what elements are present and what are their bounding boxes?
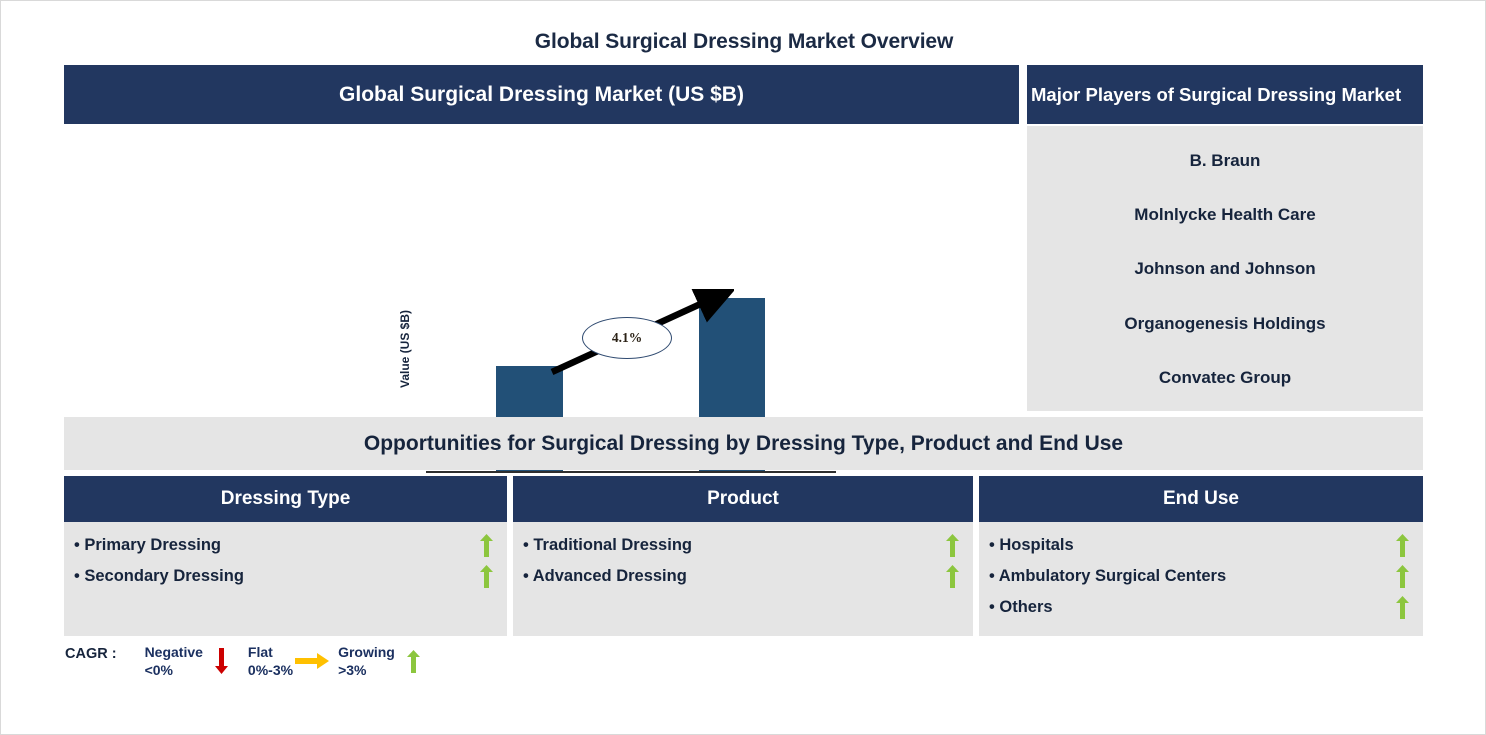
column-header-label: End Use: [1162, 488, 1240, 509]
column-body: • Traditional Dressing • Advanced Dressi…: [513, 522, 973, 636]
arrow-down-red-icon: [215, 648, 229, 674]
list-item: • Advanced Dressing: [523, 561, 959, 592]
players-panel-header: Major Players of Surgical Dressing Marke…: [1027, 65, 1423, 124]
page-title: Global Surgical Dressing Market Overview: [534, 30, 954, 53]
list-item: • Secondary Dressing: [74, 561, 493, 592]
players-panel-header-label: Major Players of Surgical Dressing Marke…: [1031, 83, 1402, 105]
list-item: • Ambulatory Surgical Centers: [989, 561, 1409, 592]
list-item-label: • Advanced Dressing: [523, 567, 687, 585]
legend-entry-text: Negative <0%: [145, 643, 203, 679]
column-header: Dressing Type: [64, 476, 507, 522]
arrow-up-green-icon: [480, 565, 493, 588]
legend-label: Negative: [144, 644, 203, 660]
list-item: B. Braun: [1189, 151, 1261, 171]
arrow-up-green-icon: [946, 534, 959, 557]
legend-icon-slot: [203, 643, 241, 679]
opportunity-column-dressing-type: Dressing Type • Primary Dressing • Secon…: [64, 476, 507, 636]
arrow-up-green-icon: [1396, 565, 1409, 588]
players-list: B. Braun Molnlycke Health Care Johnson a…: [1027, 126, 1423, 411]
legend-entry-flat: Flat 0%-3%: [248, 643, 331, 679]
cagr-bubble: 4.1%: [582, 317, 672, 359]
arrow-up-green-icon: [946, 565, 959, 588]
chart-panel-header-label: Global Surgical Dressing Market (US $B): [339, 82, 744, 106]
list-item: • Primary Dressing: [74, 530, 493, 561]
list-item: • Traditional Dressing: [523, 530, 959, 561]
y-axis-label-text: Value (US $B): [398, 309, 412, 389]
arrow-up-green-icon: [407, 649, 421, 673]
list-item-label: • Secondary Dressing: [74, 567, 244, 585]
arrow-up-green-icon: [1396, 596, 1409, 619]
cagr-legend-title: CAGR :: [65, 646, 117, 662]
legend-entry-negative: Negative <0%: [145, 643, 241, 679]
list-item-label: • Hospitals: [989, 536, 1074, 554]
column-header: Product: [513, 476, 973, 522]
list-item: • Hospitals: [989, 530, 1409, 561]
legend-range: 0%-3%: [247, 662, 294, 678]
list-item-label: • Others: [989, 598, 1053, 616]
arrow-up-green-icon: [480, 534, 493, 557]
list-item-label: • Ambulatory Surgical Centers: [989, 567, 1227, 585]
chart-panel-header: Global Surgical Dressing Market (US $B): [64, 65, 1019, 124]
legend-range: >3%: [338, 662, 367, 678]
legend-label: Flat: [247, 644, 273, 660]
column-header: End Use: [979, 476, 1423, 522]
column-header-label: Dressing Type: [220, 488, 351, 509]
cagr-legend: CAGR : Negative <0% Flat 0%-3% Growing >…: [65, 643, 440, 689]
legend-icon-slot: [293, 643, 331, 679]
list-item-label: • Primary Dressing: [74, 536, 222, 554]
legend-icon-slot: [395, 643, 433, 679]
list-item: Molnlycke Health Care: [1134, 205, 1316, 225]
column-body: • Hospitals • Ambulatory Surgical Center…: [979, 522, 1423, 636]
cagr-bubble-value: 4.1%: [611, 330, 643, 345]
list-item: • Others: [989, 592, 1409, 623]
arrow-up-green-icon: [1396, 534, 1409, 557]
legend-entry-text: Flat 0%-3%: [248, 643, 293, 679]
list-item: Convatec Group: [1158, 367, 1292, 387]
legend-label: Growing: [338, 644, 395, 660]
y-axis-label: Value (US $B): [394, 294, 416, 404]
arrow-right-amber-icon: [295, 653, 330, 669]
opportunities-band: Opportunities for Surgical Dressing by D…: [64, 417, 1423, 470]
opportunity-column-product: Product • Traditional Dressing • Advance…: [513, 476, 973, 636]
list-item: Johnson and Johnson: [1134, 259, 1316, 279]
x-axis-line: [426, 471, 836, 473]
list-item: Organogenesis Holdings: [1124, 313, 1326, 333]
list-item-label: • Traditional Dressing: [523, 536, 692, 554]
opportunities-band-title: Opportunities for Surgical Dressing by D…: [363, 431, 1124, 455]
opportunity-column-end-use: End Use • Hospitals • Ambulatory Surgica…: [979, 476, 1423, 636]
column-header-label: Product: [707, 488, 779, 509]
legend-entry-growing: Growing >3%: [338, 643, 433, 679]
legend-range: <0%: [144, 662, 173, 678]
column-body: • Primary Dressing • Secondary Dressing: [64, 522, 507, 636]
legend-entry-text: Growing >3%: [338, 643, 395, 679]
bar-chart: Value (US $B) 2025 2031 4.1% Source : Lu…: [64, 124, 1019, 528]
